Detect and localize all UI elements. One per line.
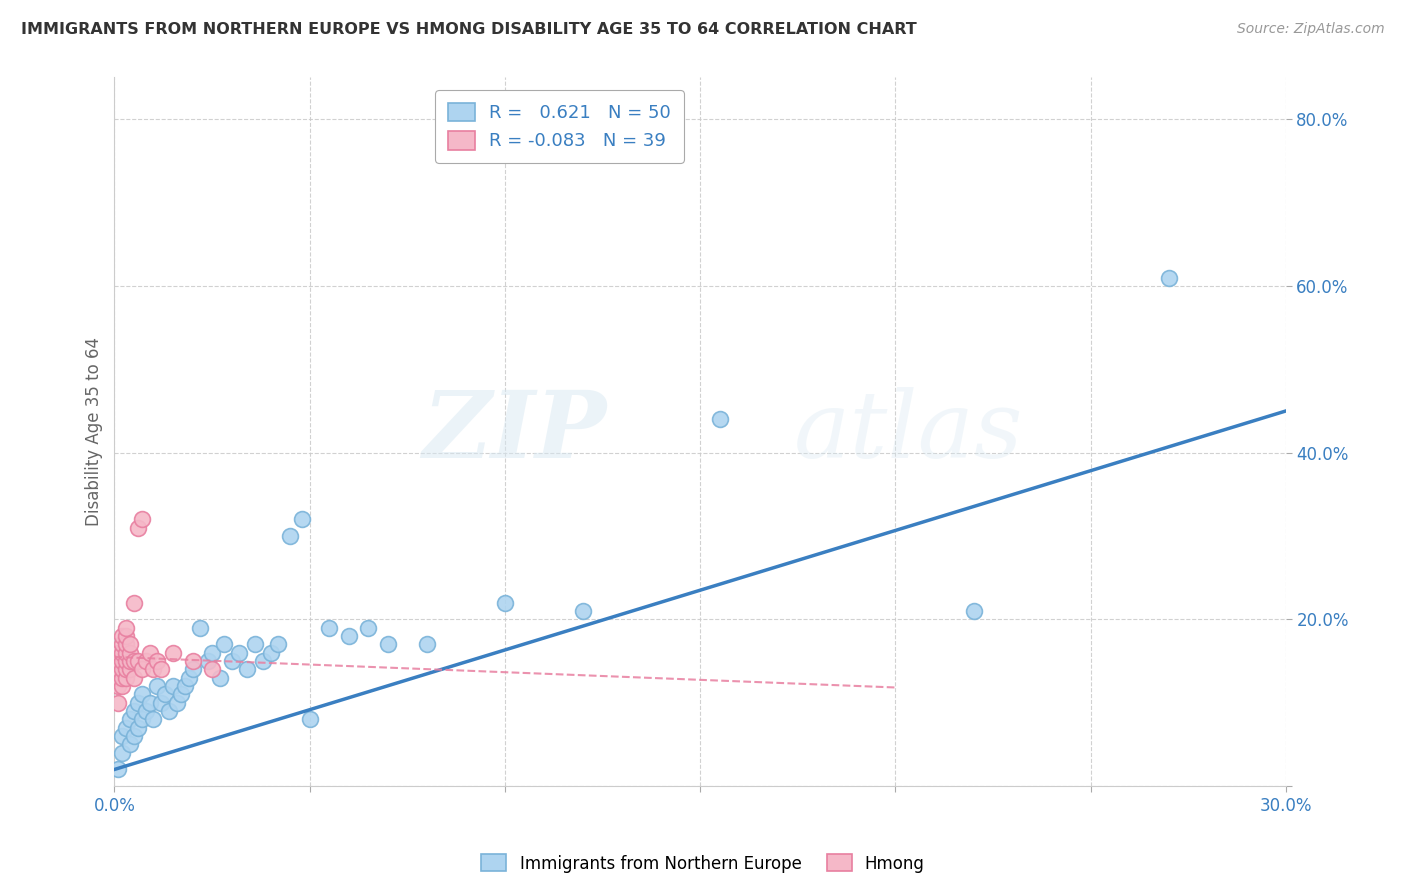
Point: [111, 646, 134, 660]
Point: [111, 729, 134, 743]
Point: [212, 637, 235, 651]
Point: [291, 512, 314, 526]
Point: [494, 596, 516, 610]
Point: [122, 596, 145, 610]
Point: [122, 671, 145, 685]
Point: [115, 662, 138, 676]
Point: [107, 671, 129, 685]
Point: [111, 662, 134, 676]
Point: [221, 654, 243, 668]
Point: [118, 738, 141, 752]
Point: [181, 654, 204, 668]
Point: [115, 646, 138, 660]
Point: [166, 696, 188, 710]
Point: [122, 654, 145, 668]
Point: [337, 629, 360, 643]
Point: [201, 662, 224, 676]
Point: [188, 621, 211, 635]
Point: [236, 662, 259, 676]
Point: [170, 688, 193, 702]
Point: [243, 637, 266, 651]
Point: [107, 696, 129, 710]
Point: [153, 688, 176, 702]
Text: ZIP: ZIP: [422, 387, 606, 477]
Point: [142, 662, 165, 676]
Point: [135, 654, 157, 668]
Point: [150, 696, 173, 710]
Point: [228, 646, 250, 660]
Point: [1157, 270, 1180, 285]
Point: [118, 646, 141, 660]
Point: [118, 662, 141, 676]
Point: [115, 654, 138, 668]
Point: [111, 746, 134, 760]
Point: [127, 521, 149, 535]
Point: [201, 646, 224, 660]
Point: [115, 637, 138, 651]
Text: atlas: atlas: [794, 387, 1024, 477]
Point: [111, 679, 134, 693]
Point: [138, 646, 160, 660]
Point: [146, 679, 169, 693]
Point: [122, 704, 145, 718]
Point: [115, 671, 138, 685]
Point: [107, 646, 129, 660]
Point: [111, 637, 134, 651]
Point: [278, 529, 301, 543]
Point: [709, 412, 731, 426]
Point: [157, 704, 180, 718]
Point: [111, 654, 134, 668]
Point: [146, 654, 169, 668]
Point: [111, 629, 134, 643]
Point: [135, 704, 157, 718]
Point: [107, 679, 129, 693]
Point: [142, 713, 165, 727]
Text: Source: ZipAtlas.com: Source: ZipAtlas.com: [1237, 22, 1385, 37]
Point: [131, 512, 153, 526]
Point: [377, 637, 399, 651]
Point: [208, 671, 231, 685]
Point: [572, 604, 595, 618]
Point: [197, 654, 219, 668]
Point: [962, 604, 984, 618]
Y-axis label: Disability Age 35 to 64: Disability Age 35 to 64: [86, 337, 103, 526]
Point: [252, 654, 274, 668]
Point: [318, 621, 340, 635]
Point: [118, 713, 141, 727]
Point: [259, 646, 281, 660]
Point: [177, 671, 200, 685]
Point: [111, 671, 134, 685]
Point: [122, 729, 145, 743]
Point: [173, 679, 195, 693]
Point: [131, 662, 153, 676]
Point: [357, 621, 380, 635]
Point: [107, 763, 129, 777]
Legend: R =   0.621   N = 50, R = -0.083   N = 39: R = 0.621 N = 50, R = -0.083 N = 39: [436, 90, 683, 163]
Point: [115, 621, 138, 635]
Point: [150, 662, 173, 676]
Point: [127, 696, 149, 710]
Point: [107, 654, 129, 668]
Point: [127, 721, 149, 735]
Legend: Immigrants from Northern Europe, Hmong: Immigrants from Northern Europe, Hmong: [475, 847, 931, 880]
Point: [138, 696, 160, 710]
Point: [267, 637, 290, 651]
Point: [298, 713, 321, 727]
Point: [115, 721, 138, 735]
Point: [115, 629, 138, 643]
Point: [181, 662, 204, 676]
Point: [118, 654, 141, 668]
Point: [162, 679, 184, 693]
Point: [118, 637, 141, 651]
Point: [162, 646, 184, 660]
Point: [127, 654, 149, 668]
Text: IMMIGRANTS FROM NORTHERN EUROPE VS HMONG DISABILITY AGE 35 TO 64 CORRELATION CHA: IMMIGRANTS FROM NORTHERN EUROPE VS HMONG…: [21, 22, 917, 37]
Point: [416, 637, 439, 651]
Point: [107, 662, 129, 676]
Point: [131, 713, 153, 727]
Point: [131, 688, 153, 702]
